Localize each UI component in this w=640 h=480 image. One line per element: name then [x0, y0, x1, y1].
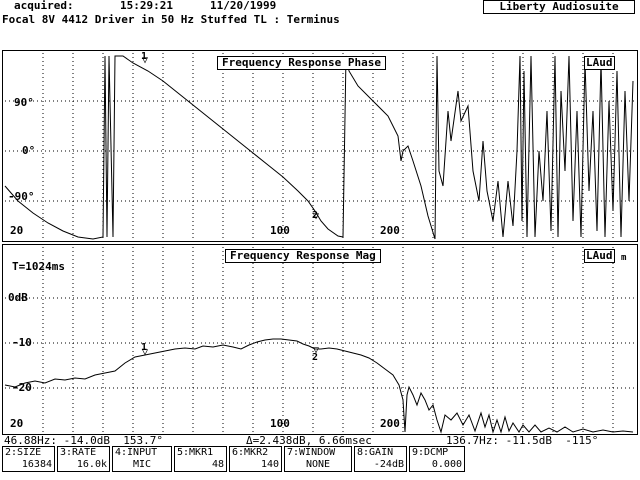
phase-y-label-neg90: -90°: [8, 190, 35, 203]
marker2-readout: 136.7Hz: -11.5dB -115°: [446, 434, 599, 447]
magnitude-trace: [4, 338, 634, 434]
delta-readout: Δ=2.438dB, 6.66msec: [246, 434, 372, 447]
mag-marker-2: ▽: [313, 345, 319, 356]
mag-x-label-20: 20: [10, 417, 24, 430]
phase-y-label-0: 0°: [22, 144, 36, 157]
phase-plot-canvas: ▽ ▽: [4, 53, 635, 240]
function-key-bar: 2:SIZE 16384 3:RATE 16.0k 4:INPUT MIC 5:…: [2, 446, 467, 474]
fkey-gain-value: -24dB: [373, 459, 404, 470]
fkey-window[interactable]: 7:WINDOW NONE: [284, 446, 352, 472]
phase-x-label-100: 100: [270, 224, 290, 237]
marker1-readout: 46.88Hz: -14.0dB 153.7°: [4, 434, 163, 447]
acquired-time: 15:29:21: [120, 0, 173, 12]
fkey-dcmp-label: 9:DCMP: [412, 447, 449, 458]
measurement-title: Focal 8V 4412 Driver in 50 Hz Stuffed TL…: [2, 13, 340, 26]
mag-marker-2-label: 2: [312, 352, 319, 363]
phase-plot-title: Frequency Response Phase: [217, 56, 386, 70]
magnitude-plot-canvas: ▽ ▽: [4, 247, 635, 434]
phase-marker-2-label: 2: [312, 210, 319, 221]
mag-x-label-100: 100: [270, 417, 290, 430]
fkey-input-value: MIC: [132, 459, 152, 470]
fkey-mkr2-value: 140: [260, 459, 279, 470]
phase-plot-badge: LAud: [584, 56, 615, 70]
fkey-size-value: 16384: [21, 459, 52, 470]
magnitude-grid: [5, 247, 635, 432]
fkey-rate-label: 3:RATE: [60, 447, 97, 458]
acquired-label: acquired:: [14, 0, 74, 12]
mag-plot-title: Frequency Response Mag: [225, 249, 381, 263]
fkey-mkr2-label: 6:MKR2: [232, 447, 269, 458]
mag-y-label-neg10: -10: [12, 336, 32, 349]
mag-marker-1: ▽: [142, 347, 148, 358]
magnitude-plot[interactable]: ▽ ▽: [2, 244, 638, 435]
mag-x-label-200: 200: [380, 417, 400, 430]
fkey-gain[interactable]: 8:GAIN -24dB: [354, 446, 407, 472]
fkey-gain-label: 8:GAIN: [357, 447, 394, 458]
phase-grid: [5, 53, 635, 239]
fkey-mkr2[interactable]: 6:MKR2 140: [229, 446, 282, 472]
fkey-rate-value: 16.0k: [76, 459, 107, 470]
fkey-mkr1[interactable]: 5:MKR1 48: [174, 446, 227, 472]
fkey-input[interactable]: 4:INPUT MIC: [112, 446, 172, 472]
acquired-date: 11/20/1999: [210, 0, 277, 12]
fkey-rate[interactable]: 3:RATE 16.0k: [57, 446, 110, 472]
phase-y-label-90: 90°: [14, 96, 34, 109]
fkey-input-label: 4:INPUT: [115, 447, 158, 458]
fkey-dcmp-value: 0.000: [431, 459, 462, 470]
fkey-mkr1-value: 48: [211, 459, 224, 470]
mag-window-label: T=1024ms: [12, 260, 65, 273]
mag-plot-badge-suffix: m: [621, 253, 627, 263]
fkey-dcmp[interactable]: 9:DCMP 0.000: [409, 446, 465, 472]
phase-marker-1-label: 1: [141, 51, 148, 62]
mag-marker-1-label: 1: [141, 342, 148, 353]
fkey-window-label: 7:WINDOW: [287, 447, 336, 458]
app-brand: Liberty Audiosuite: [483, 0, 635, 14]
mag-y-label-0db: 0dB: [8, 291, 28, 304]
phase-marker-1: ▽: [142, 55, 148, 66]
mag-plot-badge: LAud: [584, 249, 615, 263]
mag-y-label-neg20: -20: [12, 381, 32, 394]
phase-x-label-20: 20: [10, 224, 24, 237]
phase-marker-2: ▽: [313, 211, 319, 222]
phase-trace: [4, 55, 634, 240]
phase-plot[interactable]: ▽ ▽: [2, 50, 638, 242]
phase-x-label-200: 200: [380, 224, 400, 237]
fkey-mkr1-label: 5:MKR1: [177, 447, 214, 458]
fkey-window-value: NONE: [305, 459, 331, 470]
fkey-size[interactable]: 2:SIZE 16384: [2, 446, 55, 472]
fkey-size-label: 2:SIZE: [5, 447, 42, 458]
